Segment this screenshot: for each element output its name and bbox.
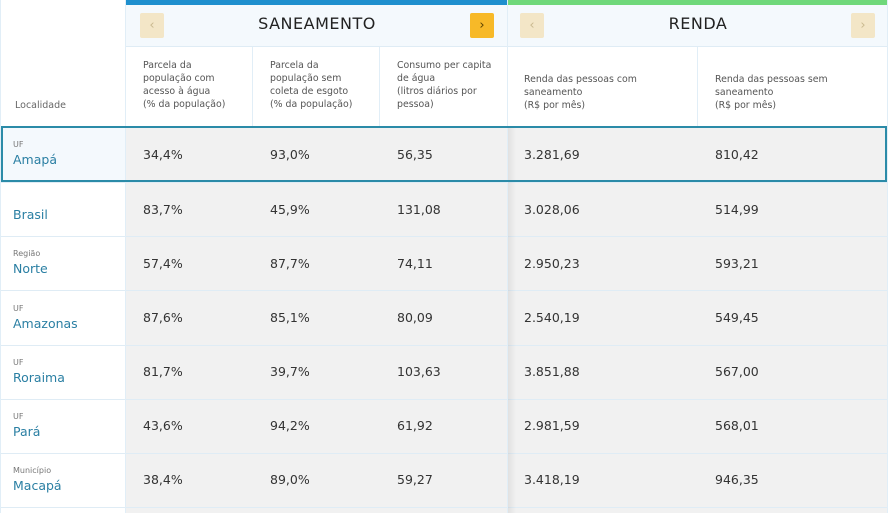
col-header-localidade: Localidade (15, 100, 66, 111)
location-type: Região (13, 249, 41, 258)
location-name[interactable]: Brasil (13, 207, 48, 222)
chevron-right-icon: › (860, 18, 866, 33)
chevron-left-icon: ‹ (149, 18, 155, 33)
cell-renda-sem: 946,35 (715, 472, 759, 487)
location-name[interactable]: Amazonas (13, 316, 78, 331)
cell-consumo-agua: 103,63 (397, 364, 441, 379)
table-row[interactable] (0, 236, 888, 290)
cell-acesso-agua: 43,6% (143, 418, 183, 433)
cell-coleta-esgoto: 45,9% (270, 202, 310, 217)
table-row[interactable] (0, 290, 888, 345)
location-name[interactable]: Norte (13, 261, 48, 276)
cell-renda-sem: 593,21 (715, 256, 759, 271)
cell-coleta-esgoto: 85,1% (270, 310, 310, 325)
location-name[interactable]: Macapá (13, 478, 62, 493)
cell-renda-sem: 810,42 (715, 147, 759, 162)
group-header-renda: ‹ RENDA › (508, 0, 888, 46)
saneamento-next-button[interactable]: › (470, 13, 494, 38)
cell-consumo-agua: 131,08 (397, 202, 441, 217)
saneamento-prev-button[interactable]: ‹ (140, 13, 164, 38)
location-type: UF (13, 140, 24, 149)
chevron-right-icon: › (479, 18, 485, 33)
cell-consumo-agua: 74,11 (397, 256, 433, 271)
cell-coleta-esgoto: 89,0% (270, 472, 310, 487)
col-header-acesso-agua: Parcela da população com acesso à água (% d… (143, 60, 226, 110)
col-header-coleta-esgoto: Parcela da população sem coleta de esgoto(… (270, 60, 353, 110)
cell-coleta-esgoto: 87,7% (270, 256, 310, 271)
cell-renda-sem: 567,00 (715, 364, 759, 379)
cell-consumo-agua: 56,35 (397, 147, 433, 162)
chevron-left-icon: ‹ (529, 18, 535, 33)
location-type: Município (13, 466, 52, 475)
group-header-saneamento: ‹ SANEAMENTO › (126, 0, 508, 46)
table-row[interactable] (0, 182, 888, 236)
renda-title: RENDA (668, 14, 728, 33)
location-type: UF (13, 412, 24, 421)
table-row[interactable] (0, 399, 888, 453)
cell-acesso-agua: 81,7% (143, 364, 183, 379)
location-type: UF (13, 358, 24, 367)
location-type: UF (13, 304, 24, 313)
cell-coleta-esgoto: 39,7% (270, 364, 310, 379)
table-row[interactable] (0, 345, 888, 399)
cell-consumo-agua: 61,92 (397, 418, 433, 433)
renda-accent-bar (508, 0, 888, 5)
cell-consumo-agua: 59,27 (397, 472, 433, 487)
cell-acesso-agua: 34,4% (143, 147, 183, 162)
cell-renda-sem: 568,01 (715, 418, 759, 433)
cell-renda-com: 3.281,69 (524, 147, 580, 162)
cell-renda-com: 3.418,19 (524, 472, 580, 487)
renda-prev-button[interactable]: ‹ (520, 13, 544, 38)
cell-acesso-agua: 38,4% (143, 472, 183, 487)
selected-row-location-bg (3, 128, 125, 180)
cell-renda-com: 3.028,06 (524, 202, 580, 217)
cell-renda-sem: 549,45 (715, 310, 759, 325)
cell-acesso-agua: 57,4% (143, 256, 183, 271)
location-name[interactable]: Roraima (13, 370, 65, 385)
cell-coleta-esgoto: 93,0% (270, 147, 310, 162)
col-header-renda-sem: Renda das pessoas sem saneamento (R$ por m… (715, 74, 828, 111)
cell-renda-com: 2.950,23 (524, 256, 580, 271)
cell-acesso-agua: 87,6% (143, 310, 183, 325)
column-shadow (508, 126, 516, 513)
cell-renda-com: 2.540,19 (524, 310, 580, 325)
cell-coleta-esgoto: 94,2% (270, 418, 310, 433)
cell-renda-com: 2.981,59 (524, 418, 580, 433)
renda-next-button[interactable]: › (851, 13, 875, 38)
selected-row-border (1, 126, 887, 182)
cell-consumo-agua: 80,09 (397, 310, 433, 325)
table-row[interactable] (0, 453, 888, 513)
cell-renda-sem: 514,99 (715, 202, 759, 217)
col-header-renda-com: Renda das pessoas com saneamento (R$ por m… (524, 74, 637, 111)
location-name[interactable]: Pará (13, 424, 41, 439)
saneamento-accent-bar (126, 0, 508, 5)
location-name[interactable]: Amapá (13, 152, 57, 167)
cell-acesso-agua: 83,7% (143, 202, 183, 217)
cell-renda-com: 3.851,88 (524, 364, 580, 379)
col-header-consumo-agua: Consumo per capita de água (litros diários… (397, 60, 492, 110)
saneamento-title: SANEAMENTO (258, 14, 376, 33)
